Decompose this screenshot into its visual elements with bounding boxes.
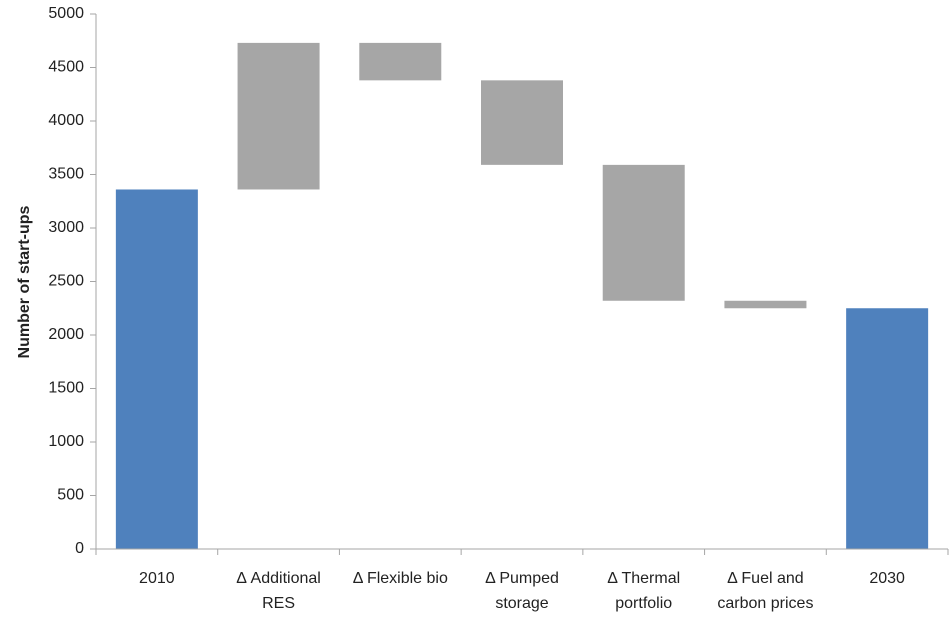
x-category-label: 2010 [139,570,175,587]
y-axis: 0 500 1000 1500 2000 2500 3000 3500 4000 4500 5000 [48,5,97,557]
total-bar-0 [115,189,198,550]
delta-bar-1 [237,42,320,190]
x-category-label: Δ Flexible bio [353,570,448,587]
x-axis [95,548,949,555]
x-category-label-line: RES [262,595,295,612]
y-tick-label: 5000 [48,5,84,22]
x-category-label: Δ Pumped storage [485,570,559,612]
x-category-label: 2030 [869,570,905,587]
x-category-label-line: storage [495,595,548,612]
x-category-label-line: Δ Fuel and [727,570,804,587]
y-tick-label: 4500 [48,59,84,76]
y-axis-title: Number of start-ups [16,205,33,358]
x-category-label-line: 2010 [139,570,175,587]
x-category-label-line: Δ Thermal [607,570,680,587]
y-tick-label: 2500 [48,273,84,290]
y-tick-label: 4000 [48,112,84,129]
x-category-label: Δ Thermal portfolio [607,570,680,612]
y-tick-label: 500 [57,487,84,504]
total-bar-6 [846,308,929,549]
y-tick-label: 3000 [48,219,84,236]
y-tick-label: 2000 [48,326,84,343]
x-category-label-line: portfolio [615,595,672,612]
bars-group [115,42,929,550]
y-tick-label: 1500 [48,380,84,397]
delta-bar-3 [481,80,563,165]
delta-bar-5 [724,300,807,309]
x-category-label: Δ Additional RES [236,570,321,612]
x-category-label: Δ Fuel and carbon prices [717,570,813,612]
x-category-label-line: Δ Additional [236,570,321,587]
y-tick-label: 3500 [48,166,84,183]
delta-bar-2 [359,42,442,81]
x-axis-labels: 2010 Δ Additional RES Δ Flexible bio Δ Pumpe… [139,570,905,612]
x-category-label-line: Δ Pumped [485,570,559,587]
y-tick-label: 0 [75,540,84,557]
delta-bar-4 [602,164,685,301]
x-category-label-line: Δ Flexible bio [353,570,448,587]
y-tick-label: 1000 [48,433,84,450]
x-category-label-line: carbon prices [717,595,813,612]
x-category-label-line: 2030 [869,570,905,587]
